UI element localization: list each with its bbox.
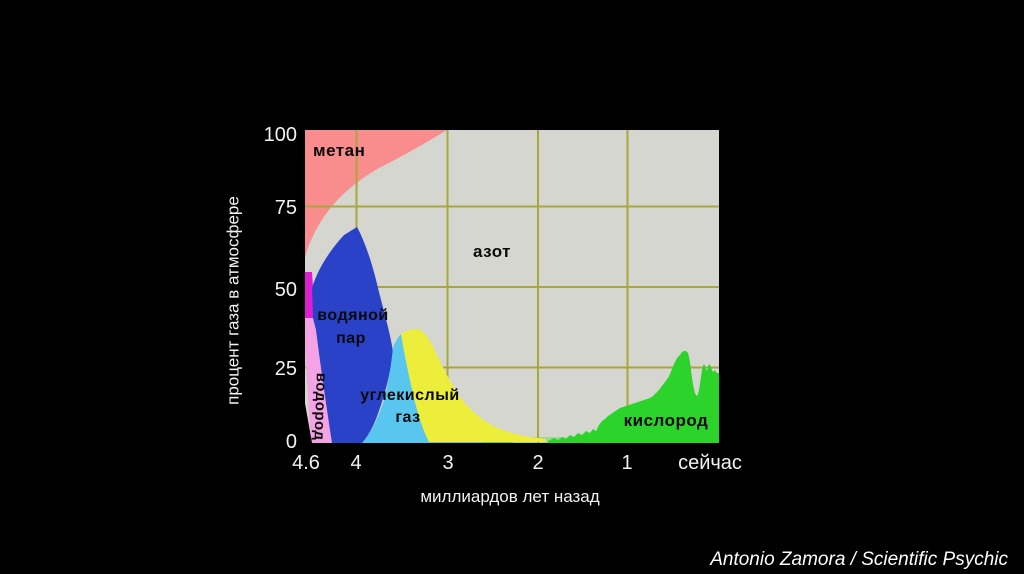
x-tick-3: 3 bbox=[442, 452, 454, 474]
x-tick-2: 2 bbox=[532, 452, 544, 474]
x-axis-title: миллиардов лет назад bbox=[420, 487, 600, 506]
water-vapor-label-line1: водяной bbox=[317, 307, 389, 324]
hydrogen-patch bbox=[305, 272, 315, 318]
y-tick-50: 50 bbox=[274, 279, 297, 301]
y-tick-100: 100 bbox=[263, 124, 297, 146]
corner-notch bbox=[305, 403, 312, 443]
co2-label-line1: углекислый bbox=[360, 387, 460, 404]
attribution-credit: Antonio Zamora / Scientific Psychic bbox=[710, 549, 1008, 570]
co2-cyan-region bbox=[362, 334, 483, 443]
co2-label-line2: газ bbox=[395, 409, 421, 426]
hydrogen-region bbox=[305, 318, 332, 443]
oxygen-region bbox=[548, 351, 719, 443]
y-tick-75: 75 bbox=[274, 197, 297, 219]
x-tick-now: сейчас bbox=[678, 452, 742, 474]
water-vapor-region bbox=[312, 227, 393, 443]
methane-label: метан bbox=[313, 141, 366, 160]
co2-yellow-region bbox=[401, 329, 546, 442]
hydrogen-label: водород bbox=[310, 372, 330, 441]
nitrogen-label: азот bbox=[473, 242, 511, 261]
x-tick-1: 1 bbox=[621, 452, 633, 474]
x-tick-4-6: 4.6 bbox=[292, 452, 320, 474]
atmosphere-evolution-chart bbox=[305, 130, 719, 443]
x-tick-4: 4 bbox=[350, 452, 362, 474]
water-vapor-label-line2: пар bbox=[336, 330, 366, 347]
y-tick-0: 0 bbox=[285, 431, 297, 453]
oxygen-label: кислород bbox=[623, 411, 709, 430]
methane-region bbox=[305, 130, 447, 257]
y-axis-title: процент газа в атмосфере bbox=[223, 196, 243, 405]
y-tick-25: 25 bbox=[274, 358, 297, 380]
